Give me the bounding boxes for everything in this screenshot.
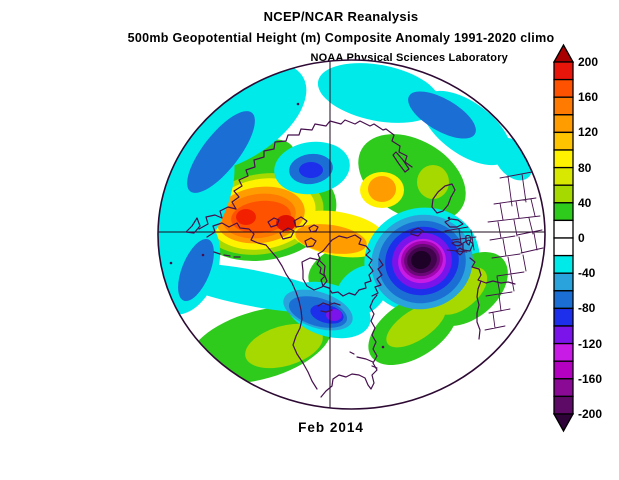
map-rim <box>157 59 546 410</box>
colorbar-segment <box>553 131 574 151</box>
colorbar-tick-label: -40 <box>578 266 596 281</box>
atlantic-low-core-rings <box>326 232 452 321</box>
colorbar-tick-label: -120 <box>578 336 603 351</box>
atlantic-low-darkest-core <box>411 250 431 270</box>
figure-subtitle: 500mb Geopotential Height (m) Composite … <box>127 31 555 45</box>
colorbar-segment <box>553 272 574 292</box>
colorbar-segment <box>553 342 574 362</box>
colorbar-tick-label: -200 <box>578 407 603 421</box>
colorbar-segment <box>553 184 574 204</box>
colorbar-segment <box>553 96 574 116</box>
nw-canada-ridge-core <box>276 215 296 231</box>
colorbar-segment <box>553 307 574 327</box>
colorbar-segment <box>553 78 574 98</box>
colorbar-segment <box>553 202 574 222</box>
colorbar-tick-label: 0 <box>578 231 585 245</box>
colorbar <box>552 43 575 433</box>
anomaly-red-cores <box>236 209 296 231</box>
colorbar-segment <box>553 114 574 134</box>
graticule-crosshair <box>158 61 545 408</box>
figure-title: NCEP/NCAR Reanalysis <box>263 9 419 24</box>
colorbar-segment <box>553 254 574 274</box>
colorbar-segment <box>553 61 574 81</box>
colorbar-tick-label: 120 <box>578 125 599 140</box>
colorbar-tick-label: -160 <box>578 371 603 386</box>
colorbar-segment <box>553 395 574 415</box>
coastlines <box>185 119 544 398</box>
map-dots <box>169 102 451 349</box>
colorbar-tick-label: 40 <box>578 195 592 210</box>
colorbar-segment <box>553 325 574 345</box>
colorbar-segment <box>553 166 574 186</box>
colorbar-tick-label: 200 <box>578 55 599 69</box>
colorbar-segment <box>553 149 574 169</box>
alaska-ridge-core <box>236 209 256 225</box>
colorbar-segment <box>553 360 574 380</box>
colorbar-segment <box>553 378 574 398</box>
colorbar-tick-label: -80 <box>578 301 596 316</box>
colorbar-tick-label: 160 <box>578 90 599 105</box>
colorbar-tick-label: 80 <box>578 160 592 175</box>
date-label: Feb 2014 <box>298 420 364 435</box>
colorbar-segment <box>553 290 574 310</box>
colorbar-top-arrow <box>552 43 575 63</box>
country-borders <box>444 171 544 331</box>
colorbar-segment <box>553 219 574 239</box>
anomaly-atlantic-green <box>368 252 508 365</box>
colorbar-segment <box>553 237 574 257</box>
colorbar-segments <box>553 61 574 415</box>
colorbar-bottom-arrow <box>552 413 575 433</box>
